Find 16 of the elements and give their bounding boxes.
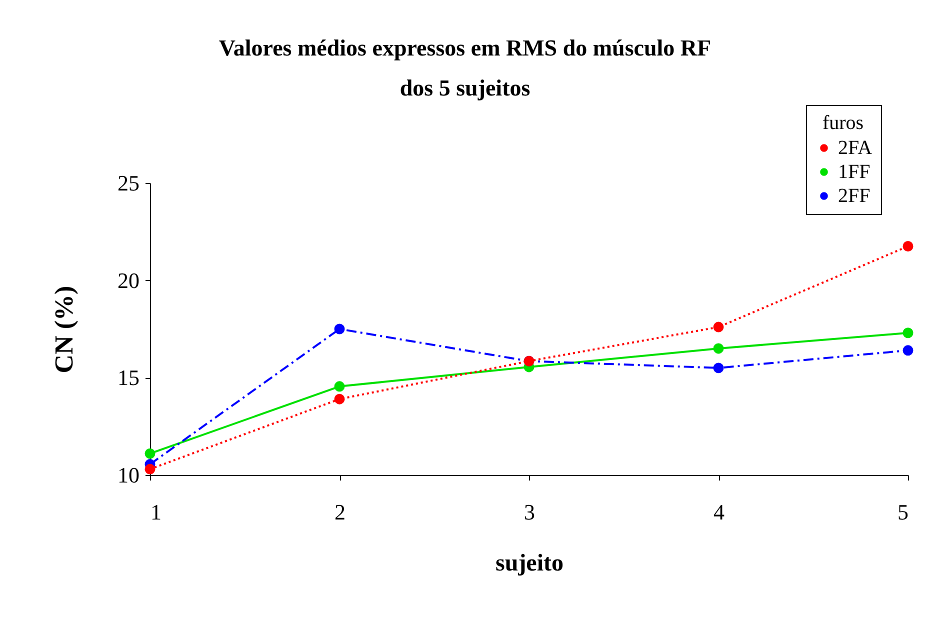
- x-axis-title: sujeito: [496, 550, 564, 576]
- legend-title: furos: [822, 112, 864, 134]
- x-tick-label: 2: [334, 500, 346, 524]
- y-tick-label: 25: [118, 170, 140, 196]
- legend-label: 1FF: [838, 161, 870, 183]
- y-tick-label: 15: [118, 365, 140, 390]
- legend-label: 2FF: [838, 185, 870, 207]
- x-tick-label: 5: [898, 500, 908, 524]
- x-tick-label: 1: [150, 500, 162, 524]
- x-tick-label: 3: [524, 500, 535, 524]
- legend-label: 2FA: [838, 137, 873, 159]
- x-tick-label: 4: [714, 500, 724, 524]
- chart-title: Valores médios expressos em RMS do músculo RF dos 5 sujeitos: [218, 36, 712, 100]
- y-tick-label: 10: [118, 462, 140, 488]
- y-axis-title: CN (%): [50, 286, 78, 374]
- y-tick-label: 20: [118, 268, 140, 293]
